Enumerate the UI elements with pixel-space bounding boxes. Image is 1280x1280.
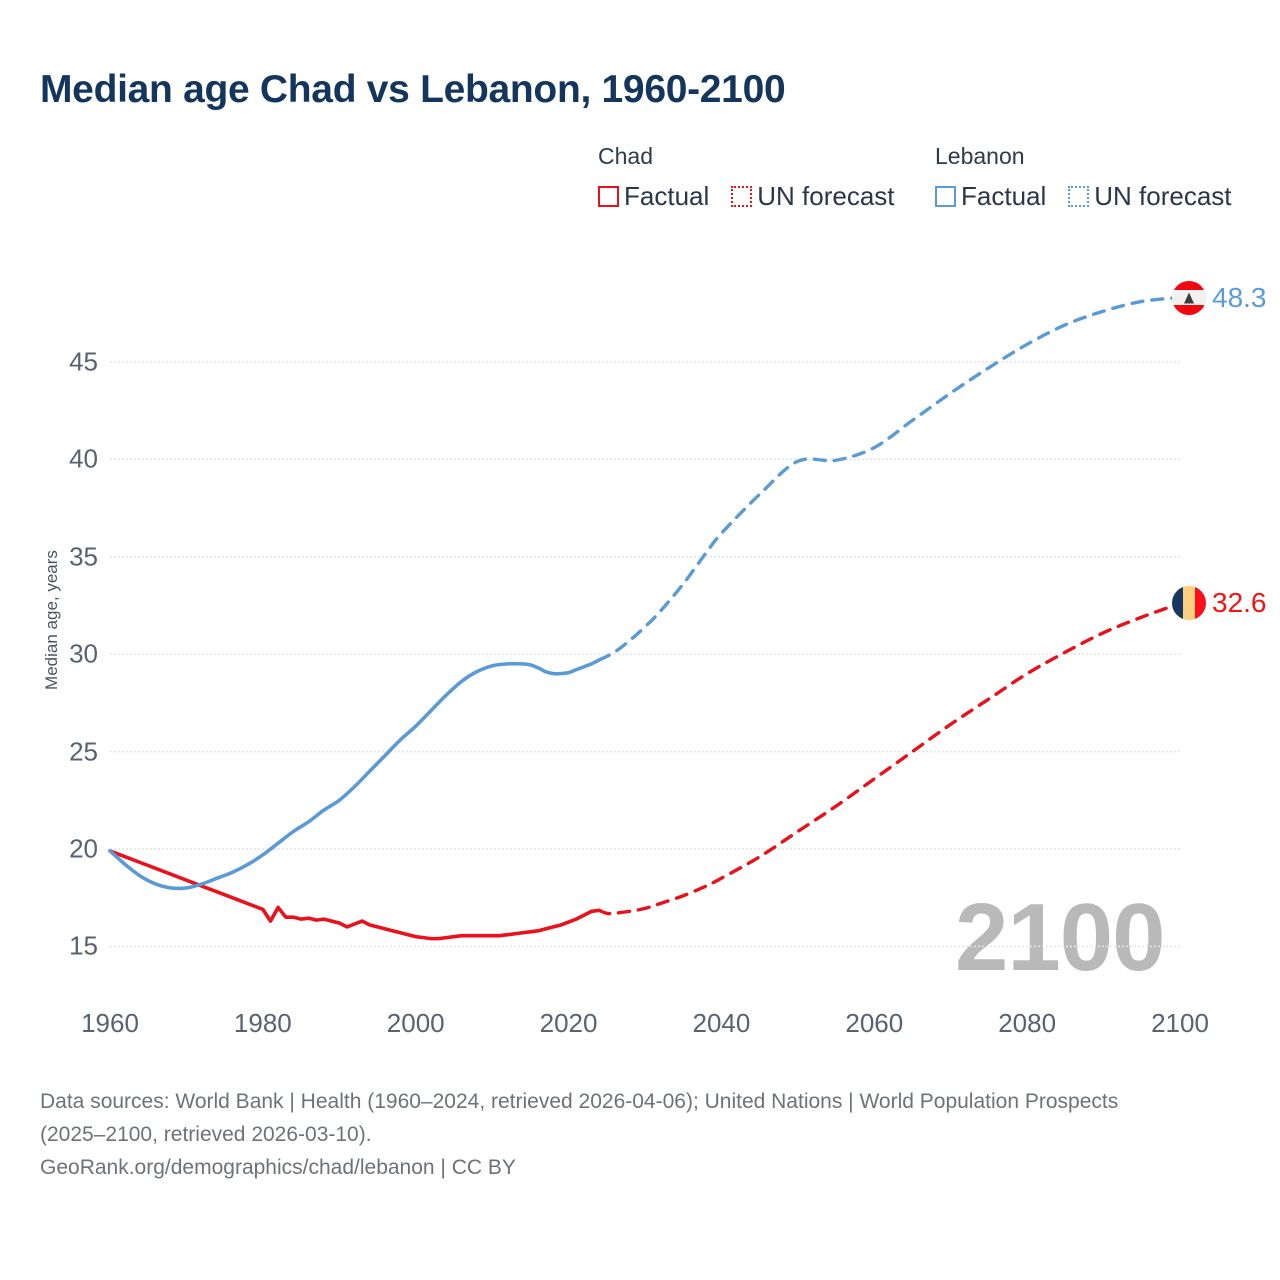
legend-label-chad-forecast: UN forecast xyxy=(757,181,895,211)
legend-group-lebanon: Lebanon Factual UN forecast xyxy=(935,143,1232,212)
lebanon-flag-icon xyxy=(1172,280,1206,315)
legend-group-title-chad: Chad xyxy=(598,143,653,169)
legend-item-chad-factual[interactable]: Factual xyxy=(598,181,709,212)
series-line-lebanon-un-forecast xyxy=(597,295,1182,662)
y-tick-label: 20 xyxy=(69,833,98,864)
legend-item-lebanon-forecast[interactable]: UN forecast xyxy=(1068,181,1232,212)
x-tick-label: 2100 xyxy=(1151,1008,1209,1038)
y-tick-label: 15 xyxy=(69,930,98,961)
legend-swatch-dotted-icon xyxy=(1068,186,1090,207)
series-line-chad-un-forecast xyxy=(597,601,1182,916)
legend-swatch-solid-icon xyxy=(935,186,956,207)
legend-label-lebanon-forecast: UN forecast xyxy=(1094,181,1232,211)
y-tick-label: 30 xyxy=(69,638,98,669)
chart-legend: Chad Factual UN forecast Lebanon Factual xyxy=(598,143,1258,223)
y-axis-title: Median age, years xyxy=(42,550,61,690)
legend-label-chad-factual: Factual xyxy=(624,181,710,211)
footer: Data sources: World Bank | Health (1960–… xyxy=(40,1085,1170,1184)
page-title: Median age Chad vs Lebanon, 1960-2100 xyxy=(40,68,786,111)
y-tick-label: 35 xyxy=(69,541,98,572)
footer-sources: Data sources: World Bank | Health (1960–… xyxy=(40,1090,1119,1146)
x-tick-label: 2060 xyxy=(845,1008,904,1038)
x-tick-label: 1960 xyxy=(81,1008,139,1038)
year-watermark: 2100 xyxy=(955,884,1166,991)
end-value-chad: 32.6 xyxy=(1212,587,1267,619)
end-value-lebanon: 48.3 xyxy=(1212,281,1267,313)
x-tick-label: 2040 xyxy=(692,1008,751,1038)
legend-item-chad-forecast[interactable]: UN forecast xyxy=(731,181,895,212)
end-label-chad: 32.6 xyxy=(1172,586,1267,621)
legend-group-chad: Chad Factual UN forecast xyxy=(598,143,895,212)
end-label-lebanon: 48.3 xyxy=(1172,280,1267,315)
legend-swatch-solid-icon xyxy=(598,186,619,207)
x-tick-label: 2000 xyxy=(386,1008,445,1038)
legend-swatch-dotted-icon xyxy=(731,186,753,207)
series-line-lebanon-factual xyxy=(108,658,601,891)
y-axis-ticks: 15 20 25 30 35 40 45 xyxy=(0,0,98,1280)
legend-label-lebanon-factual: Factual xyxy=(961,181,1047,211)
chad-flag-icon xyxy=(1172,586,1206,621)
legend-item-lebanon-factual[interactable]: Factual xyxy=(935,181,1046,212)
x-tick-label: 2080 xyxy=(998,1008,1057,1038)
x-tick-label: 2020 xyxy=(539,1008,598,1038)
y-tick-label: 40 xyxy=(69,443,98,474)
legend-group-title-lebanon: Lebanon xyxy=(935,143,1025,169)
y-tick-label: 45 xyxy=(69,346,98,377)
x-tick-label: 1980 xyxy=(233,1008,292,1038)
footer-attribution[interactable]: GeoRank.org/demographics/chad/lebanon | … xyxy=(40,1156,516,1179)
y-tick-label: 25 xyxy=(69,736,98,767)
series-line-chad-factual xyxy=(108,849,601,941)
